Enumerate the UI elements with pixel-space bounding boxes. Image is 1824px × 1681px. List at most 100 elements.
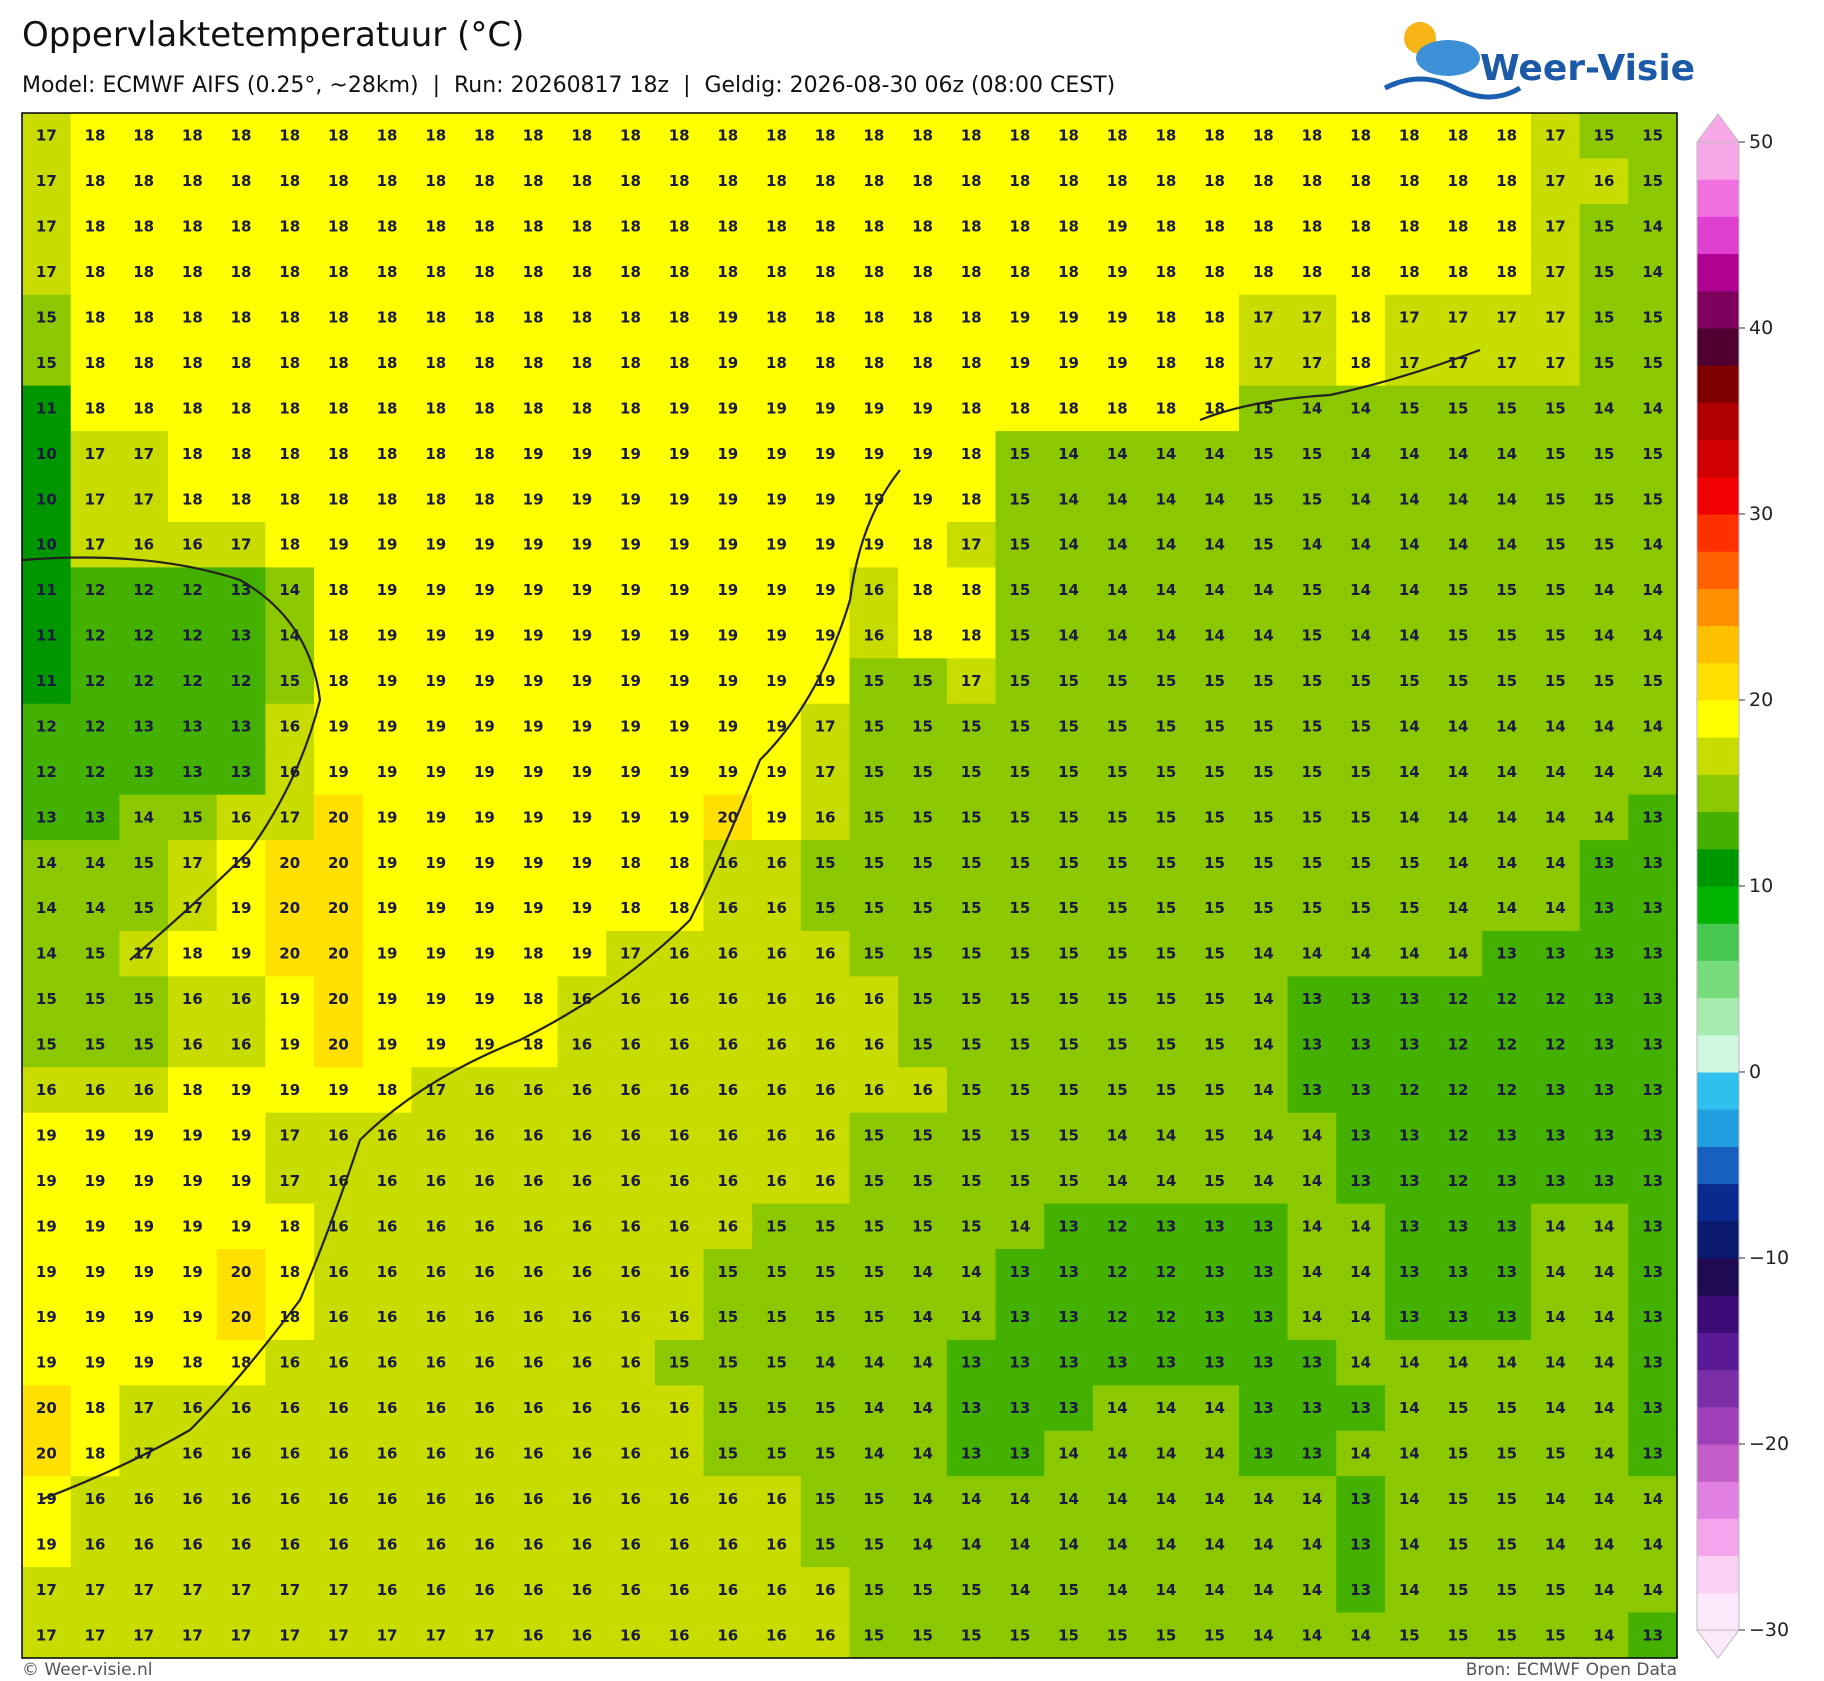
temperature-cell	[216, 249, 266, 296]
temperature-label: 16	[425, 1445, 446, 1463]
temperature-cell	[508, 1294, 559, 1341]
temperature-cell	[508, 431, 559, 478]
temperature-cell	[460, 113, 510, 160]
temperature-label: 15	[1253, 490, 1274, 508]
temperature-label: 18	[425, 399, 446, 417]
temperature-label: 14	[1107, 1535, 1128, 1553]
temperature-cell	[703, 1294, 753, 1341]
temperature-cell	[1336, 1158, 1386, 1205]
temperature-label: 15	[1545, 445, 1566, 463]
temperature-cell	[1530, 658, 1581, 705]
temperature-cell	[411, 521, 461, 569]
temperature-cell	[1141, 794, 1191, 841]
temperature-label: 14	[1545, 1354, 1566, 1372]
temperature-label: 18	[961, 581, 982, 599]
temperature-label: 15	[961, 1581, 982, 1599]
temperature-label: 16	[620, 1581, 641, 1599]
temperature-cell	[1190, 1112, 1240, 1159]
temperature-cell	[22, 840, 72, 887]
temperature-label: 16	[328, 1490, 349, 1508]
temperature-label: 19	[377, 536, 398, 554]
temperature-label: 16	[669, 1036, 690, 1054]
temperature-cell	[1433, 1021, 1483, 1068]
temperature-cell	[168, 658, 218, 705]
temperature-cell	[995, 1021, 1045, 1068]
temperature-label: 18	[1253, 263, 1274, 281]
temperature-label: 19	[766, 763, 787, 781]
temperature-label: 19	[377, 763, 398, 781]
temperature-label: 19	[1058, 354, 1079, 372]
temperature-label: 16	[620, 1036, 641, 1054]
temperature-label: 19	[669, 445, 690, 463]
temperature-label: 14	[1448, 899, 1469, 917]
temperature-label: 18	[231, 127, 252, 145]
temperature-cell	[168, 340, 218, 387]
temperature-cell	[1092, 385, 1143, 432]
temperature-label: 16	[717, 945, 738, 963]
temperature-cell	[70, 340, 120, 387]
temperature-cell	[314, 567, 364, 614]
temperature-cell	[1336, 113, 1386, 160]
temperature-label: 18	[863, 218, 884, 236]
temperature-cell	[800, 976, 851, 1023]
temperature-label: 14	[1204, 1445, 1225, 1463]
temperature-cell	[606, 113, 656, 160]
temperature-label: 15	[1058, 854, 1079, 872]
temperature-cell	[752, 1203, 802, 1250]
temperature-cell	[362, 1112, 413, 1159]
temperature-label: 16	[425, 1172, 446, 1190]
temperature-label: 17	[328, 1581, 349, 1599]
temperature-label: 17	[279, 1126, 300, 1144]
temperature-label: 16	[523, 1308, 544, 1326]
temperature-label: 17	[85, 490, 106, 508]
temperature-label: 19	[620, 717, 641, 735]
temperature-cell	[119, 203, 169, 250]
temperature-cell	[752, 521, 802, 569]
temperature-cell	[946, 203, 997, 250]
temperature-label: 18	[279, 536, 300, 554]
temperature-cell	[1044, 749, 1094, 796]
temperature-label: 15	[1107, 1081, 1128, 1099]
temperature-cell	[22, 794, 72, 841]
temperature-cell	[1238, 158, 1289, 205]
temperature-cell	[1530, 1249, 1581, 1296]
temperature-label: 14	[1594, 808, 1615, 826]
temperature-cell	[849, 703, 899, 750]
temperature-label: 11	[36, 581, 57, 599]
temperature-label: 19	[377, 627, 398, 645]
temperature-cell	[168, 158, 218, 205]
temperature-cell	[557, 203, 607, 250]
temperature-label: 18	[571, 263, 592, 281]
temperature-label: 14	[1545, 1535, 1566, 1553]
temperature-label: 16	[571, 1263, 592, 1281]
colorbar-segment	[1697, 1109, 1739, 1147]
temperature-label: 14	[1448, 717, 1469, 735]
temperature-label: 16	[523, 1217, 544, 1235]
temperature-cell	[216, 1294, 266, 1341]
temperature-label: 15	[1204, 763, 1225, 781]
temperature-label: 17	[133, 1445, 154, 1463]
temperature-label: 12	[85, 717, 106, 735]
temperature-label: 15	[1399, 1626, 1420, 1644]
temperature-label: 16	[766, 945, 787, 963]
temperature-cell	[1336, 749, 1386, 796]
temperature-cell	[1044, 1067, 1094, 1114]
temperature-label: 18	[669, 218, 690, 236]
temperature-label: 18	[425, 445, 446, 463]
temperature-label: 14	[1301, 1581, 1322, 1599]
temperature-label: 12	[36, 763, 57, 781]
temperature-cell	[995, 158, 1045, 205]
temperature-cell	[1190, 158, 1240, 205]
temperature-cell	[849, 431, 899, 478]
temperature-label: 13	[133, 717, 154, 735]
temperature-label: 16	[279, 1354, 300, 1372]
temperature-label: 18	[717, 263, 738, 281]
temperature-cell	[314, 749, 364, 796]
temperature-label: 15	[1594, 536, 1615, 554]
temperature-cell	[606, 930, 656, 977]
temperature-label: 15	[815, 854, 836, 872]
temperature-cell	[508, 749, 559, 796]
temperature-label: 17	[36, 127, 57, 145]
temperature-label: 15	[1399, 672, 1420, 690]
temperature-cell	[752, 294, 802, 341]
